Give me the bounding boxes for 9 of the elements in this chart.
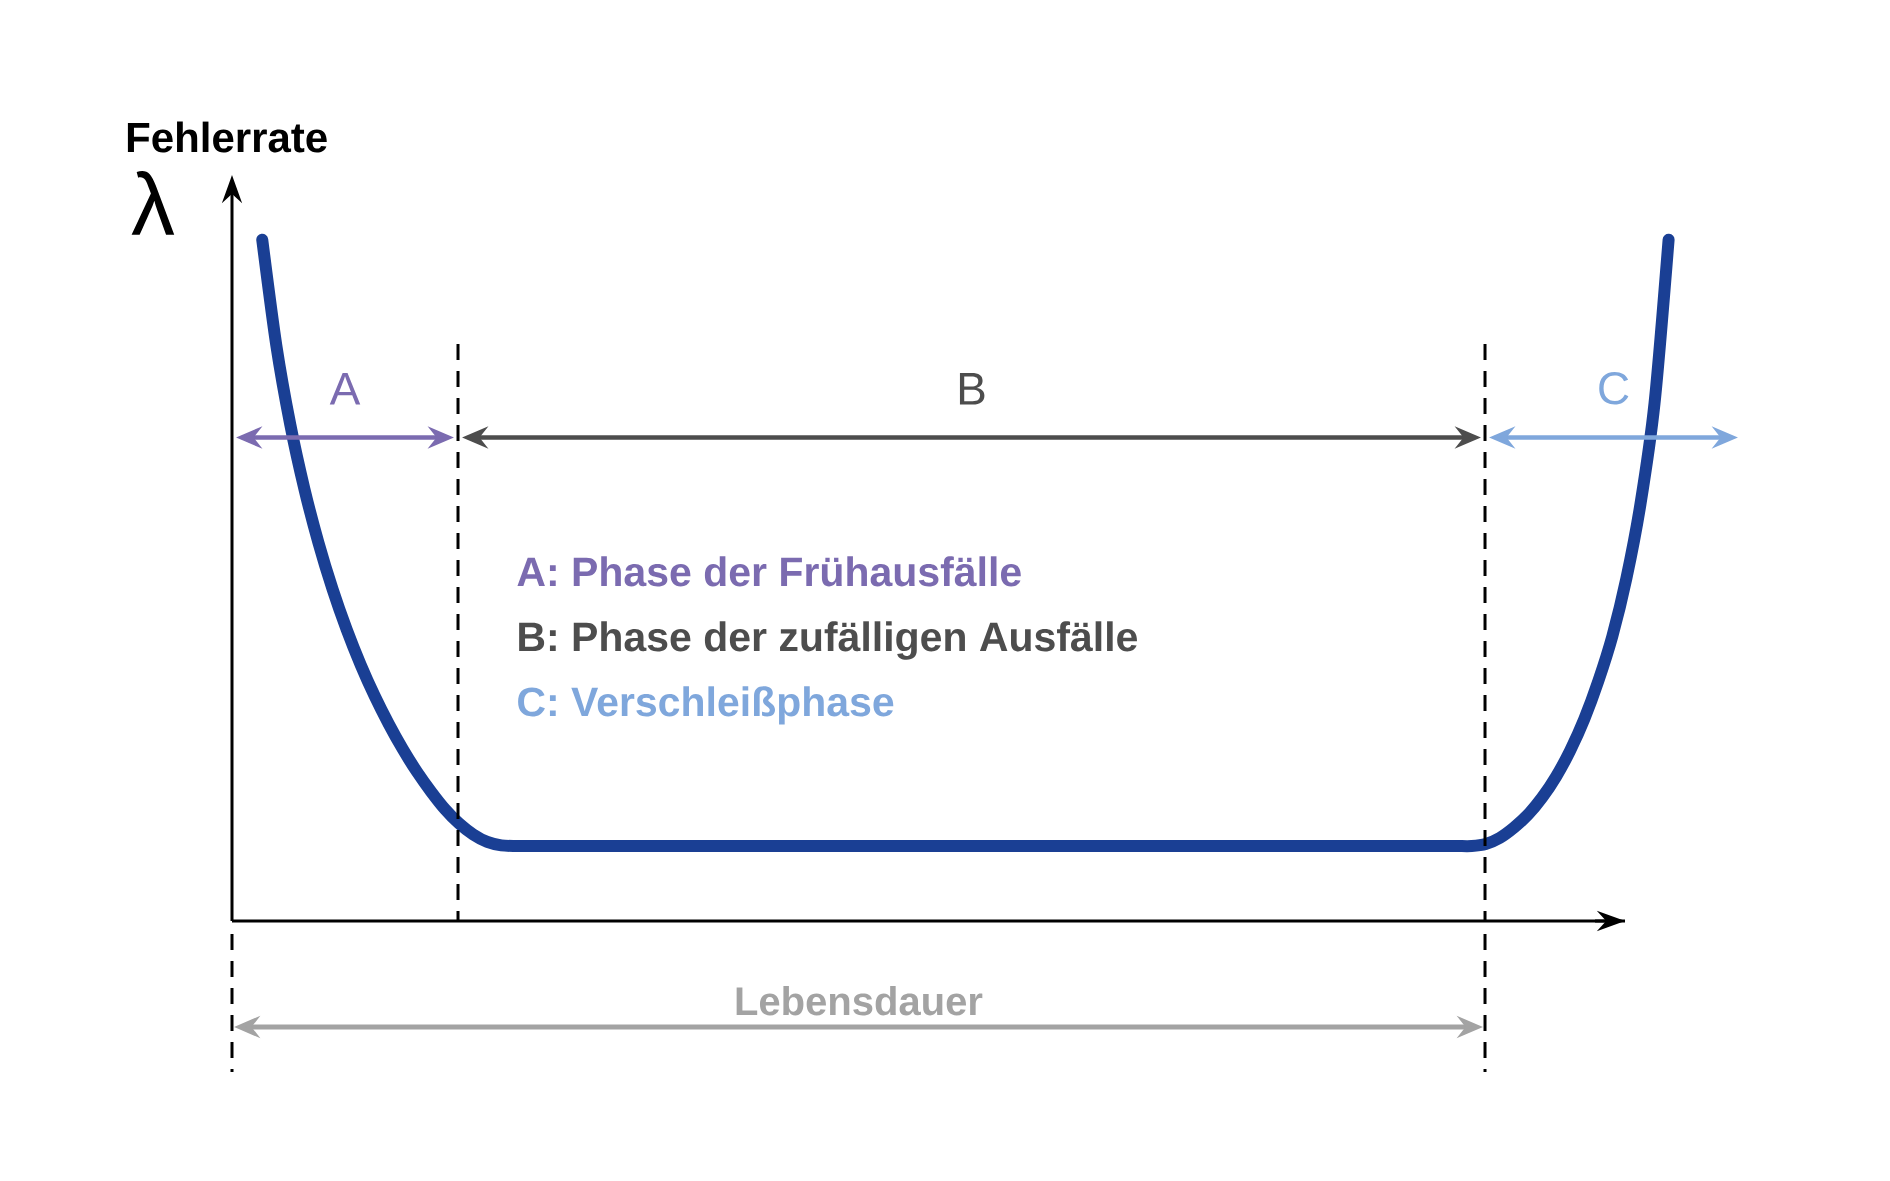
x-axis-title: Lebensdauer — [736, 986, 983, 1016]
annotation: C: Verschleißphase — [518, 686, 894, 725]
y-axis-title: Fehlerrate — [127, 121, 327, 153]
annotation: A: Phase der Frühausfälle — [517, 556, 1021, 587]
annotation: C — [1599, 372, 1629, 405]
annotation: A — [329, 372, 361, 405]
text: λ — [131, 171, 175, 235]
annotation: B: Phase der zufälligen Ausfälle — [519, 621, 1137, 660]
annotation: B — [959, 372, 985, 405]
